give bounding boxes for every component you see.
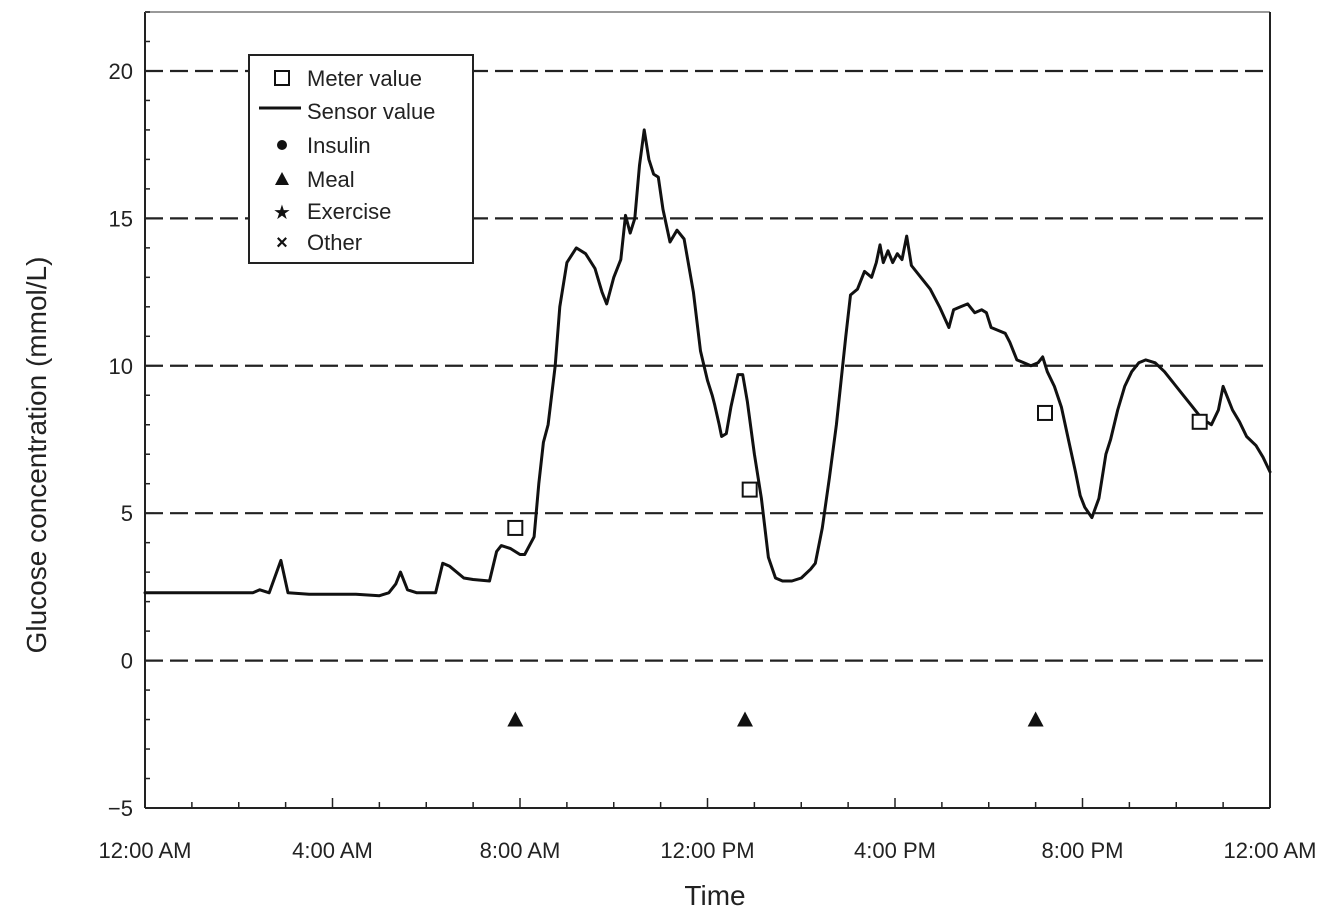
legend-label: Meter value: [307, 66, 422, 91]
sensor-series: [143, 128, 1272, 598]
meal-marker: [737, 711, 753, 727]
meter-value-marker: [507, 519, 524, 536]
y-tick-label: 5: [121, 501, 133, 526]
x-tick-label: 4:00 PM: [854, 838, 936, 863]
legend-circle-icon: [277, 140, 287, 150]
meter-markers: [507, 404, 1208, 536]
meal-marker: [1027, 711, 1044, 727]
axes: −5 0 5 10 15 20 12:00 AM 4:00 AM 8:00 AM 12:00 PM…: [99, 11, 1317, 863]
sensor-value-line: [143, 128, 1272, 598]
legend-box: [248, 54, 474, 264]
x-tick-label: 12:00 AM: [1224, 838, 1317, 863]
x-axis-title: Time: [684, 880, 745, 911]
y-tick-label: −5: [108, 796, 133, 821]
legend: Meter value Sensor value Insulin Meal ★ Exerc…: [248, 54, 474, 264]
y-tick-label: 15: [109, 206, 133, 231]
legend-label: Insulin: [307, 133, 371, 158]
y-tick-label: 0: [121, 649, 133, 674]
legend-label: Sensor value: [307, 99, 435, 124]
meter-value-marker: [1037, 404, 1053, 421]
legend-label: Other: [307, 230, 362, 255]
x-tick-label: 8:00 AM: [480, 838, 561, 863]
legend-square-icon: [274, 70, 290, 86]
meter-value-marker: [1191, 413, 1208, 430]
y-tick-label: 20: [109, 59, 133, 84]
legend-cross-icon: ×: [276, 232, 288, 254]
legend-label: Meal: [307, 167, 355, 192]
x-tick-label: 8:00 PM: [1042, 838, 1124, 863]
y-axis-title: Glucose concentration (mmol/L): [21, 257, 52, 654]
y-tick-label: 10: [109, 354, 133, 379]
x-tick-label: 12:00 AM: [99, 838, 192, 863]
legend-triangle-icon: [275, 172, 289, 185]
x-tick-label: 4:00 AM: [292, 838, 373, 863]
legend-star-icon: ★: [273, 202, 291, 224]
meter-value-marker: [741, 481, 758, 498]
meal-marker: [507, 711, 524, 727]
legend-label: Exercise: [307, 199, 391, 224]
meal-markers: [507, 711, 1044, 727]
x-tick-label: 12:00 PM: [660, 838, 754, 863]
